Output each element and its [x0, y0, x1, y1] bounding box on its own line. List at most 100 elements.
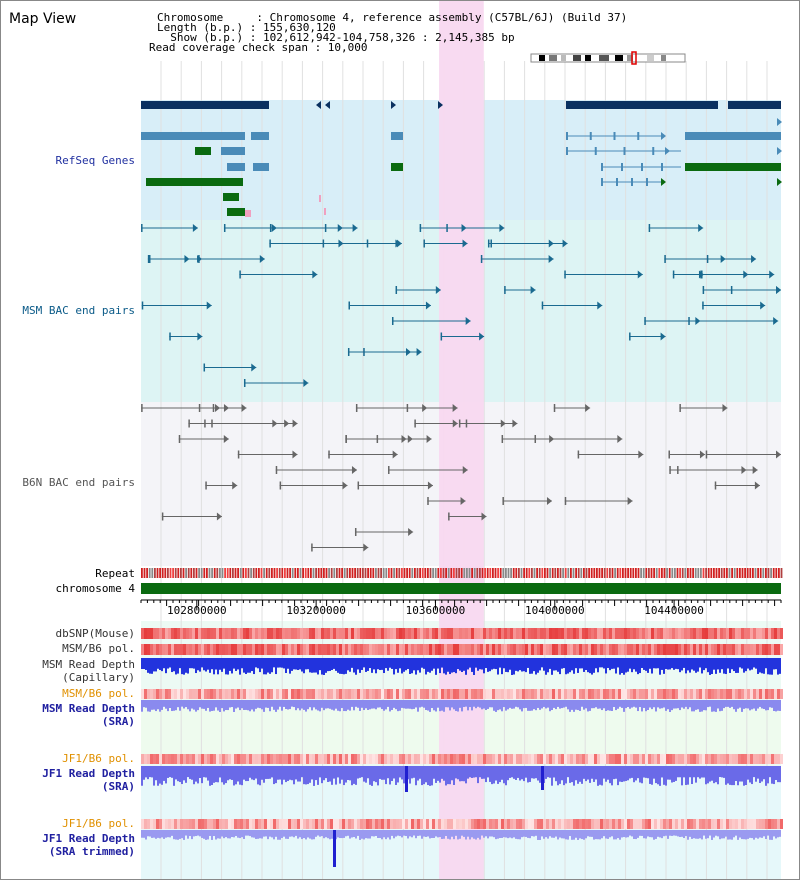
heat-cell: [654, 819, 657, 829]
depth-bar: [329, 700, 331, 709]
heat-cell: [186, 628, 189, 639]
depth-bar: [259, 658, 261, 673]
strand-arrow: [465, 317, 471, 325]
depth-bar: [667, 830, 669, 839]
heat-cell: [774, 754, 777, 764]
track-label-repeat[interactable]: Repeat: [95, 567, 135, 580]
repeat-mark: [624, 568, 627, 578]
heat-cell: [348, 819, 351, 829]
bac-end: [564, 497, 567, 505]
heat-cell: [144, 644, 147, 655]
track-label-jf1-depth-sra[interactable]: JF1 Read Depth (SRA): [42, 767, 135, 793]
depth-bar: [279, 700, 281, 707]
repeat-mark: [713, 568, 715, 578]
bac-end: [629, 332, 631, 341]
depth-bar: [143, 830, 145, 838]
heat-cell: [324, 819, 327, 829]
depth-bar: [205, 766, 207, 778]
track-label-dbsnp[interactable]: dbSNP(Mouse): [55, 627, 135, 640]
track-label-jf1-b6-pol-2[interactable]: JF1/B6 pol.: [62, 817, 135, 830]
depth-bar: [751, 830, 753, 839]
depth-bar: [337, 658, 339, 673]
repeat-mark: [520, 568, 523, 578]
heat-cell: [189, 689, 192, 699]
track-label-msm-depth-sra[interactable]: MSM Read Depth (SRA): [42, 702, 135, 728]
depth-bar: [175, 830, 177, 840]
depth-bar: [743, 658, 745, 673]
strand-arrow: [272, 419, 278, 428]
depth-bar: [445, 830, 447, 836]
heat-cell: [702, 644, 705, 655]
track-label-jf1-depth-trimmed[interactable]: JF1 Read Depth (SRA trimmed): [42, 832, 135, 858]
depth-bar: [427, 700, 429, 711]
depth-bar: [261, 700, 263, 710]
heat-cell: [303, 628, 306, 639]
depth-bar: [221, 830, 223, 837]
depth-bar: [325, 658, 327, 673]
depth-bar: [481, 658, 483, 670]
depth-bar: [585, 658, 587, 670]
repeat-mark: [375, 568, 377, 578]
depth-bar: [141, 766, 143, 786]
heat-cell: [153, 819, 156, 829]
depth-bar: [341, 766, 343, 780]
depth-bar: [481, 766, 483, 779]
depth-bar: [701, 700, 703, 712]
track-label-refseq[interactable]: RefSeq Genes: [55, 154, 135, 167]
depth-bar: [431, 830, 433, 838]
depth-bar: [341, 830, 343, 839]
depth-bar: [401, 658, 403, 674]
heat-cell: [663, 754, 666, 764]
heat-cell: [519, 754, 522, 764]
track-label-msm-depth-capillary[interactable]: MSM Read Depth (Capillary): [42, 658, 135, 684]
heat-cell: [321, 689, 324, 699]
heat-cell: [405, 689, 408, 699]
depth-bar: [567, 700, 569, 710]
depth-bar: [329, 658, 331, 671]
depth-bar: [705, 700, 707, 711]
heat-cell: [708, 819, 711, 829]
heat-cell: [366, 628, 369, 639]
heat-cell: [435, 628, 438, 639]
depth-bar: [247, 658, 249, 673]
depth-bar: [577, 766, 579, 784]
heat-cell: [519, 628, 522, 639]
depth-bar: [737, 830, 739, 840]
depth-bar: [155, 700, 157, 712]
depth-bar: [251, 658, 253, 672]
depth-bar: [149, 766, 151, 778]
heat-cell: [357, 689, 360, 699]
depth-bar: [735, 658, 737, 673]
depth-bar: [353, 700, 355, 711]
track-label-msm-bac[interactable]: MSM BAC end pairs: [22, 304, 135, 317]
depth-bar: [199, 700, 201, 708]
heat-cell: [369, 819, 372, 829]
depth-bar: [593, 658, 595, 673]
strand-arrow: [661, 132, 666, 140]
depth-bar: [569, 830, 571, 837]
track-label-msm-b6-pol-1[interactable]: MSM/B6 pol.: [62, 642, 135, 655]
depth-bar: [531, 830, 533, 837]
depth-bar: [439, 766, 441, 783]
bac-end: [161, 512, 164, 521]
heat-cell: [747, 819, 750, 829]
heat-cell: [735, 644, 738, 655]
depth-bar: [545, 658, 547, 675]
track-label-jf1-b6-pol-1[interactable]: JF1/B6 pol.: [62, 752, 135, 765]
depth-bar: [207, 766, 209, 781]
heat-cell: [486, 819, 489, 829]
heat-cell: [618, 819, 621, 829]
depth-bar: [429, 700, 431, 712]
repeat-mark: [694, 568, 697, 578]
heat-cell: [333, 644, 336, 655]
track-label-b6n-bac[interactable]: B6N BAC end pairs: [22, 476, 135, 489]
repeat-mark: [601, 568, 603, 578]
heat-cell: [681, 689, 684, 699]
depth-bar: [499, 700, 501, 710]
depth-bar: [561, 700, 563, 709]
depth-bar: [421, 830, 423, 839]
depth-bar: [657, 830, 659, 837]
track-label-msm-b6-pol-2[interactable]: MSM/B6 pol.: [62, 687, 135, 700]
heat-cell: [729, 628, 732, 639]
heat-cell: [492, 644, 495, 655]
